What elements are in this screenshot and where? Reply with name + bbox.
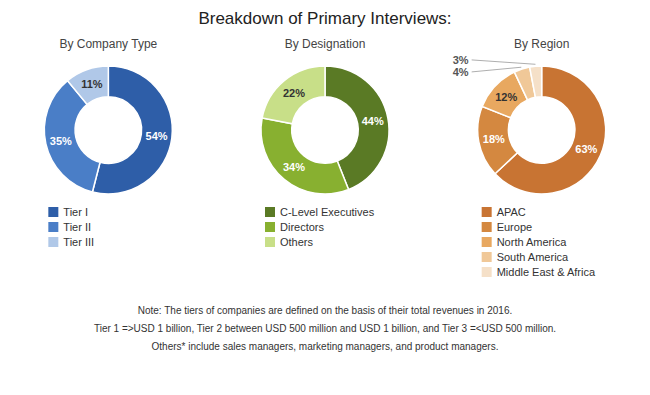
pie-slice <box>262 66 325 124</box>
pie-chart: By Company Type54%35%11%Tier ITier IITie… <box>44 37 172 248</box>
legend-entry: South America <box>497 251 569 263</box>
data-labels: 63% 18% 12% 3%4% <box>453 54 598 155</box>
slices <box>261 66 389 194</box>
data-labels: 44% 34% 22% <box>283 87 384 174</box>
subtitle: By Designation <box>285 37 366 51</box>
data-label: 35% <box>50 135 72 147</box>
data-label: 34% <box>283 161 305 173</box>
pie-chart: By Region 63% 18% 12% 3%4% APAC Europe North Am… <box>453 37 606 278</box>
leader-line <box>472 67 522 72</box>
legend-swatch <box>482 237 492 247</box>
legend-entry: C-Level Executives <box>280 206 375 218</box>
data-label: 12% <box>495 91 517 103</box>
pie-slice <box>530 66 542 97</box>
legend-entry: Tier II <box>63 221 91 233</box>
pie-chart: By Designation 44% 34% 22% C-Level Executive… <box>261 37 389 248</box>
legend-entry: Others <box>280 236 314 248</box>
data-label: 3% <box>453 54 469 66</box>
slices <box>478 66 606 194</box>
legend: Tier I Tier II Tier III <box>48 206 94 248</box>
data-label: 54% <box>146 130 168 142</box>
subtitle: By Company Type <box>59 37 157 51</box>
legend-entry: Directors <box>280 221 325 233</box>
legend-swatch <box>48 207 58 217</box>
leader-line <box>472 60 536 64</box>
legend-swatch <box>482 267 492 277</box>
data-labels: 54% 35% 11% <box>50 78 168 146</box>
legend-swatch <box>265 237 275 247</box>
legend: APAC Europe North America South America Midd… <box>482 206 596 278</box>
note: Others* include sales managers, marketin… <box>152 341 499 352</box>
note: Note: The tiers of companies are defined… <box>138 305 513 316</box>
note: Tier 1 =>USD 1 billion, Tier 2 between U… <box>94 323 556 334</box>
pie-slice <box>68 66 109 104</box>
subtitle: By Region <box>514 37 569 51</box>
legend-swatch <box>48 222 58 232</box>
data-label: 63% <box>575 143 597 155</box>
legend-swatch <box>482 252 492 262</box>
legend-swatch <box>48 237 58 247</box>
title: Breakdown of Primary Interviews: <box>198 9 451 28</box>
legend-entry: North America <box>497 236 568 248</box>
legend-entry: APAC <box>497 206 526 218</box>
data-label: 22% <box>283 87 305 99</box>
data-label: 4% <box>453 66 469 78</box>
legend-entry: Tier I <box>63 206 88 218</box>
legend-entry: Europe <box>497 221 532 233</box>
data-label: 18% <box>483 133 505 145</box>
legend-swatch <box>482 222 492 232</box>
legend-swatch <box>265 222 275 232</box>
legend-entry: Middle East & Africa <box>497 266 596 278</box>
chart-root: By Company Type54%35%11%Tier ITier IITie… <box>0 0 650 395</box>
legend: C-Level Executives Directors Others <box>265 206 375 248</box>
legend-entry: Tier III <box>63 236 94 248</box>
legend-swatch <box>482 207 492 217</box>
pie-slice <box>261 118 349 194</box>
data-label: 11% <box>81 78 103 90</box>
legend-swatch <box>265 207 275 217</box>
data-label: 44% <box>362 115 384 127</box>
slices <box>44 66 172 194</box>
background <box>0 0 650 395</box>
